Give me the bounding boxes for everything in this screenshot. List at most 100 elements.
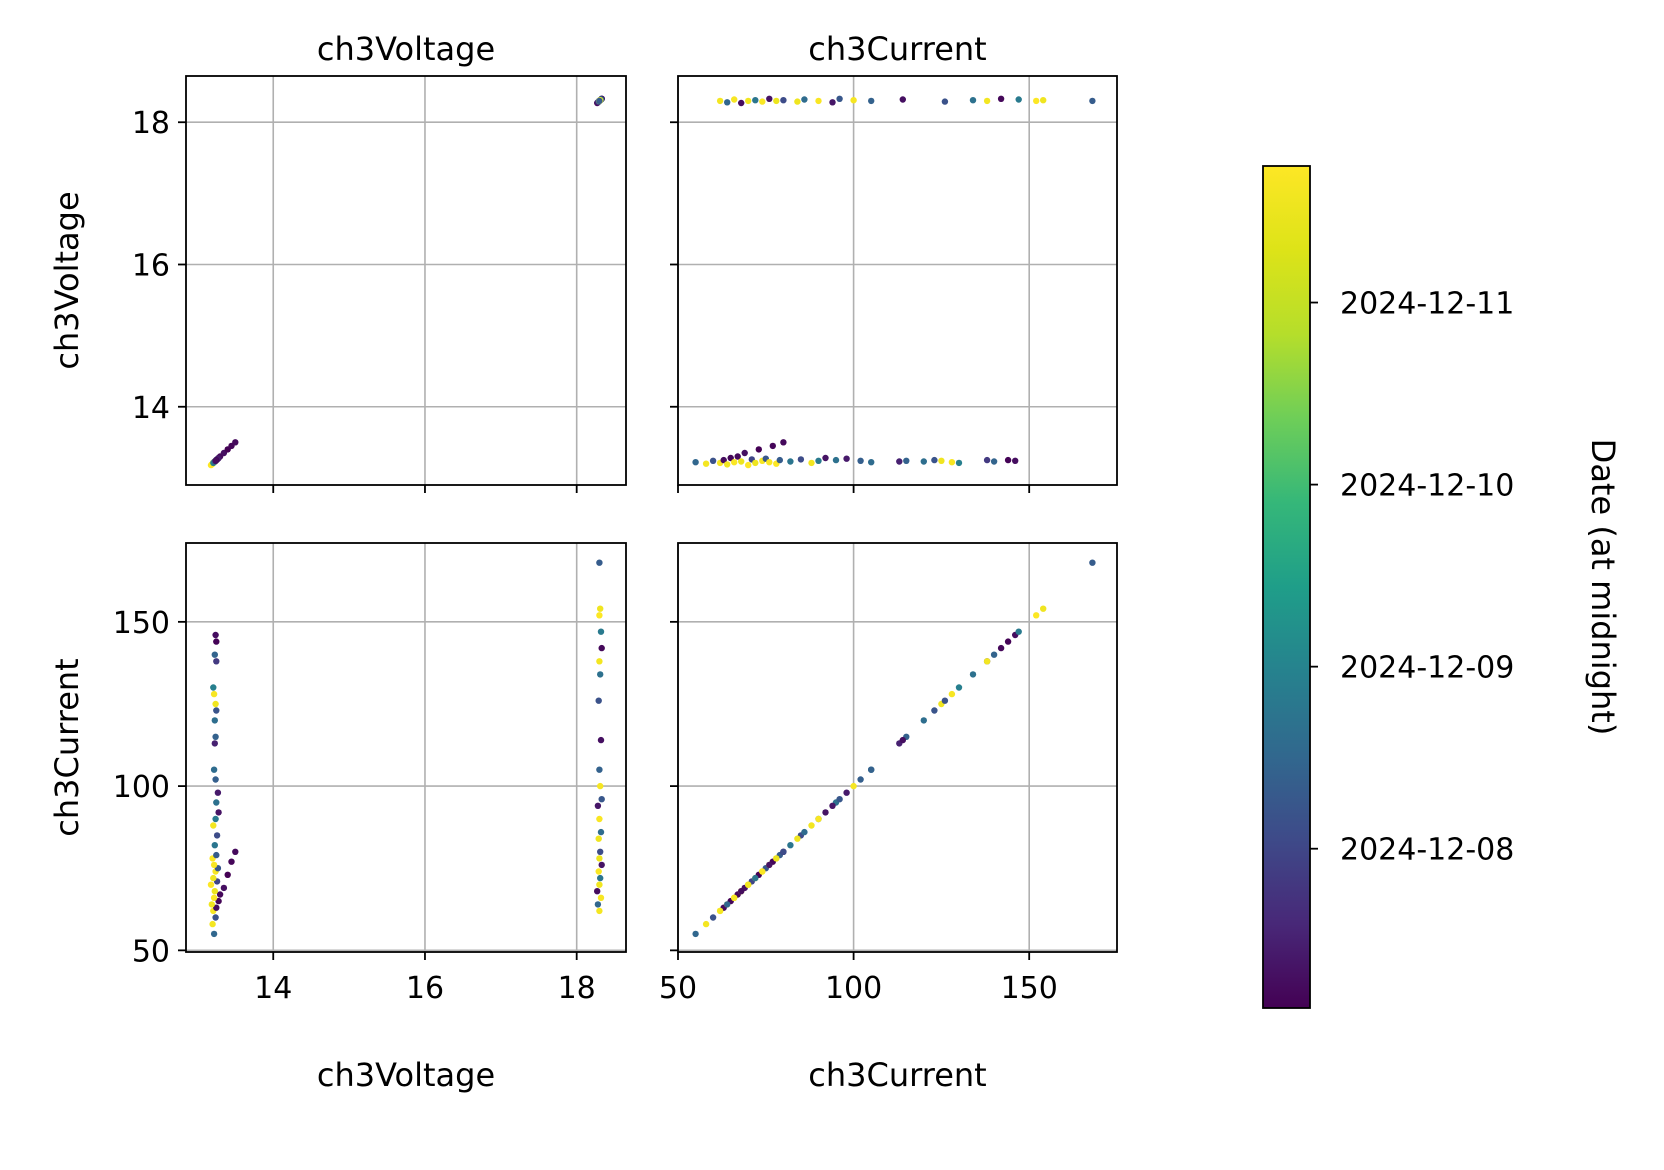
scatter-point (991, 458, 997, 464)
scatter-point (597, 783, 603, 789)
scatter-point (956, 684, 962, 690)
scatter-points (208, 96, 605, 469)
scatter-point (228, 859, 234, 865)
scatter-point (596, 855, 602, 861)
y-axis-label: ch3Voltage (48, 191, 86, 369)
scatter-point (822, 455, 828, 461)
scatter-point (1089, 560, 1095, 566)
scatter-point (815, 98, 821, 104)
colorbar-tick-label: 2024-12-08 (1340, 833, 1514, 868)
scatter-point (984, 658, 990, 664)
scatter-point (808, 822, 814, 828)
scatter-point (836, 796, 842, 802)
scatter-point (1005, 457, 1011, 463)
scatter-point (1040, 606, 1046, 612)
scatter-point (710, 458, 716, 464)
scatter-point (766, 459, 772, 465)
scatter-point (212, 914, 218, 920)
scatter-point (599, 645, 605, 651)
scatter-point (1033, 612, 1039, 618)
scatter-point (798, 456, 804, 462)
scatter-point (822, 809, 828, 815)
scatter-point (596, 658, 602, 664)
scatter-point (212, 842, 218, 848)
scatter-point (212, 734, 218, 740)
scatter-point (780, 849, 786, 855)
colorbar-gradient (1263, 166, 1310, 1008)
scatter-point (759, 98, 765, 104)
colorbar-label: Date (at midnight) (1584, 439, 1622, 736)
scatter-point (703, 461, 709, 467)
scatter-point (596, 98, 602, 104)
scatter-point (731, 96, 737, 102)
x-tick-label: 18 (558, 971, 596, 1006)
scatter-point (801, 96, 807, 102)
scatter-point (801, 829, 807, 835)
scatter-point (215, 809, 221, 815)
colorbar: 2024-12-082024-12-092024-12-102024-12-11… (1263, 166, 1622, 1008)
scatter-point (213, 852, 219, 858)
scatter-point (210, 822, 216, 828)
scatter-point (211, 931, 217, 937)
scatter-point (857, 776, 863, 782)
scatter-point (868, 459, 874, 465)
scatter-point (850, 97, 856, 103)
panel-1-0: 14 16 1850100150ch3Voltagech3Current (48, 543, 626, 1094)
scatter-point (745, 98, 751, 104)
scatter-point (752, 460, 758, 466)
scatter-point (808, 460, 814, 466)
scatter-point (998, 96, 1004, 102)
scatter-point (794, 836, 800, 842)
scatter-point (731, 459, 737, 465)
scatter-point (1089, 98, 1095, 104)
scatter-point (868, 98, 874, 104)
scatter-point (692, 931, 698, 937)
axes-frame (186, 76, 626, 485)
scatter-point (984, 98, 990, 104)
scatter-point (903, 458, 909, 464)
scatter-point (599, 862, 605, 868)
axes-frame (186, 543, 626, 952)
scatter-point (815, 816, 821, 822)
x-tick-label: 150 (1001, 971, 1058, 1006)
scatter-point (211, 691, 217, 697)
scatter-point (742, 450, 748, 456)
scatter-point (942, 98, 948, 104)
scatter-point (1005, 638, 1011, 644)
scatter-point (595, 901, 601, 907)
scatter-point (232, 849, 238, 855)
panel-0-0: 14 16 18 ch3Voltage ch3Voltage (48, 30, 626, 493)
scatter-point (787, 458, 793, 464)
axes-frame (678, 76, 1117, 485)
scatter-point (780, 97, 786, 103)
scatter-point (212, 740, 218, 746)
scatter-point (596, 767, 602, 773)
scatter-point (724, 901, 730, 907)
scatter-point (210, 875, 216, 881)
scatter-point (598, 829, 604, 835)
scatter-point (211, 767, 217, 773)
scatter-point (692, 459, 698, 465)
scatter-point (770, 443, 776, 449)
scatter-point (949, 691, 955, 697)
scatter-point (213, 799, 219, 805)
scatter-point (209, 901, 215, 907)
scatter-point (209, 921, 215, 927)
scatter-point (833, 457, 839, 463)
scatter-point (938, 458, 944, 464)
panel-0-1: ch3Current (670, 30, 1117, 493)
scatter-point (896, 458, 902, 464)
scatter-point (731, 895, 737, 901)
scatter-point (738, 458, 744, 464)
scatter-point (829, 99, 835, 105)
y-tick-label: 100 (113, 770, 170, 805)
scatter-panels: 14 16 18 ch3Voltage ch3Voltage ch3Current 14 16… (48, 30, 1117, 1094)
scatter-point (597, 875, 603, 881)
scatter-point (595, 803, 601, 809)
scatter-point (836, 96, 842, 102)
scatter-point (931, 457, 937, 463)
scatter-point (210, 684, 216, 690)
scatter-points (208, 560, 605, 938)
scatter-point (745, 882, 751, 888)
scatter-point (596, 816, 602, 822)
